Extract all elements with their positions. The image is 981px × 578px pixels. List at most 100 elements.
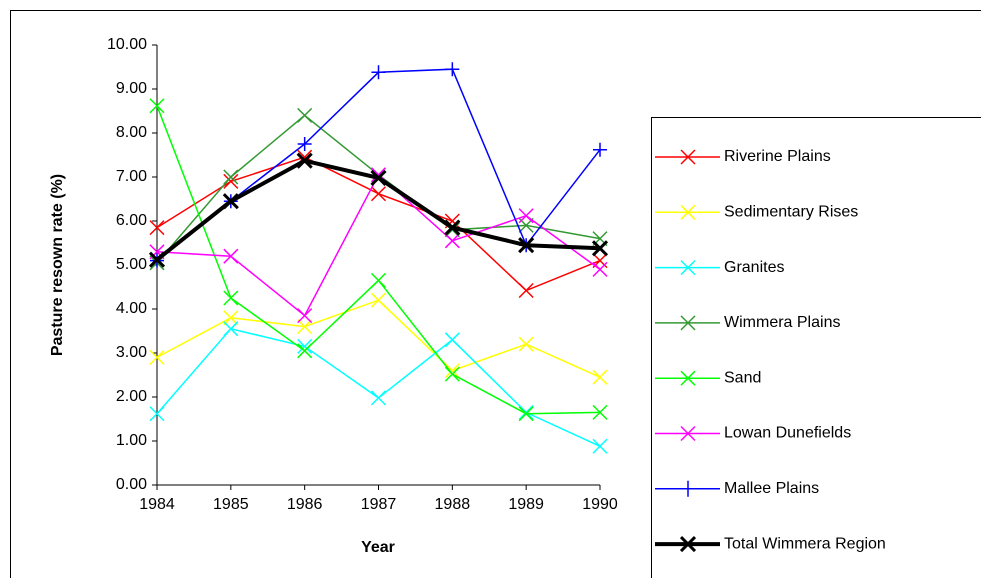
point-marker bbox=[518, 282, 534, 299]
x-tick-label: 1989 bbox=[508, 496, 544, 513]
point-marker bbox=[591, 240, 609, 257]
point-marker-shape bbox=[592, 438, 608, 454]
point-marker-shape bbox=[223, 173, 239, 189]
point-marker-shape bbox=[592, 369, 608, 385]
legend-marker bbox=[680, 315, 696, 331]
y-tick-label: 2.00 bbox=[116, 388, 147, 405]
legend-label: Lowan Dunefields bbox=[724, 425, 851, 442]
point-marker-shape bbox=[591, 240, 609, 257]
point-marker bbox=[592, 261, 608, 277]
legend-box bbox=[651, 117, 981, 578]
point-marker-shape bbox=[518, 237, 535, 254]
point-marker-shape bbox=[444, 366, 460, 382]
y-tick-label: 0.00 bbox=[116, 476, 147, 493]
legend-marker bbox=[680, 149, 696, 165]
point-marker bbox=[370, 186, 387, 202]
point-marker bbox=[370, 292, 387, 308]
point-marker-shape bbox=[518, 282, 534, 299]
x-tick-label: 1988 bbox=[435, 496, 471, 513]
point-marker bbox=[592, 438, 608, 454]
point-marker bbox=[444, 219, 461, 236]
point-marker-shape bbox=[518, 208, 534, 224]
y-tick-label: 6.00 bbox=[116, 212, 147, 229]
legend-marker-shape bbox=[680, 480, 696, 497]
point-marker-shape bbox=[223, 248, 239, 264]
point-marker-shape bbox=[593, 142, 607, 157]
point-marker-shape bbox=[370, 272, 387, 288]
point-marker bbox=[518, 406, 534, 422]
point-marker bbox=[444, 366, 460, 382]
point-marker-shape bbox=[371, 65, 386, 80]
point-marker bbox=[592, 404, 608, 420]
point-marker-shape bbox=[149, 98, 165, 114]
point-marker bbox=[296, 152, 313, 169]
point-marker-shape bbox=[370, 169, 387, 186]
point-marker-shape bbox=[223, 290, 239, 306]
point-marker bbox=[297, 107, 313, 123]
point-marker-shape bbox=[223, 169, 239, 185]
legend-label: Mallee Plains bbox=[724, 480, 819, 497]
point-marker-shape bbox=[370, 292, 387, 308]
point-marker bbox=[297, 308, 313, 324]
point-marker bbox=[518, 237, 535, 254]
x-tick-label: 1986 bbox=[287, 496, 323, 513]
point-marker-shape bbox=[444, 219, 461, 236]
legend-marker-shape bbox=[680, 315, 696, 331]
chart-frame bbox=[10, 10, 981, 578]
legend-label: Riverine Plains bbox=[724, 148, 831, 165]
point-marker bbox=[222, 193, 239, 210]
legend-marker-shape bbox=[680, 370, 696, 386]
point-marker-shape bbox=[518, 336, 534, 352]
legend-label: Granites bbox=[724, 259, 784, 276]
series-line bbox=[156, 105, 601, 415]
point-marker bbox=[371, 65, 386, 80]
point-marker bbox=[223, 321, 239, 337]
legend-marker bbox=[679, 536, 697, 553]
legend-marker-shape bbox=[680, 149, 696, 165]
series-line bbox=[156, 299, 601, 378]
legend-marker-shape bbox=[680, 204, 696, 220]
point-marker-shape bbox=[149, 349, 165, 365]
point-marker-shape bbox=[297, 107, 313, 123]
point-marker bbox=[370, 272, 387, 288]
y-tick-label: 8.00 bbox=[116, 124, 147, 141]
point-marker-shape bbox=[296, 152, 313, 169]
point-marker bbox=[223, 248, 239, 264]
x-tick-label: 1990 bbox=[582, 496, 618, 513]
legend-marker bbox=[680, 260, 696, 276]
point-marker-shape bbox=[297, 343, 313, 359]
point-marker bbox=[149, 406, 165, 422]
point-marker bbox=[223, 290, 239, 306]
point-marker bbox=[297, 338, 313, 354]
y-tick-label: 7.00 bbox=[116, 168, 147, 185]
legend-marker-shape bbox=[680, 425, 696, 442]
point-marker bbox=[593, 142, 607, 157]
point-marker-shape bbox=[297, 319, 313, 335]
point-marker bbox=[149, 98, 165, 114]
point-marker bbox=[444, 233, 460, 249]
point-marker-shape bbox=[370, 186, 387, 202]
y-tick-label: 9.00 bbox=[116, 80, 147, 97]
point-marker bbox=[149, 349, 165, 365]
point-marker bbox=[444, 363, 460, 379]
y-tick-label: 1.00 bbox=[116, 432, 147, 449]
x-axis-title: Year bbox=[361, 539, 395, 556]
point-marker-shape bbox=[518, 406, 534, 422]
y-tick-label: 10.00 bbox=[107, 36, 147, 53]
point-marker bbox=[148, 251, 166, 268]
point-marker bbox=[444, 332, 460, 348]
x-tick-label: 1985 bbox=[213, 496, 249, 513]
point-marker bbox=[518, 404, 534, 420]
legend-marker-shape bbox=[679, 536, 697, 553]
y-tick-label: 5.00 bbox=[116, 256, 147, 273]
legend-label: Total Wimmera Region bbox=[724, 535, 886, 552]
point-marker-shape bbox=[149, 406, 165, 422]
point-marker-shape bbox=[222, 193, 239, 210]
point-marker bbox=[297, 319, 313, 335]
point-marker bbox=[223, 169, 239, 185]
point-marker-shape bbox=[592, 404, 608, 420]
point-marker bbox=[149, 220, 165, 236]
legend-marker bbox=[680, 480, 696, 497]
series-line bbox=[156, 327, 601, 447]
